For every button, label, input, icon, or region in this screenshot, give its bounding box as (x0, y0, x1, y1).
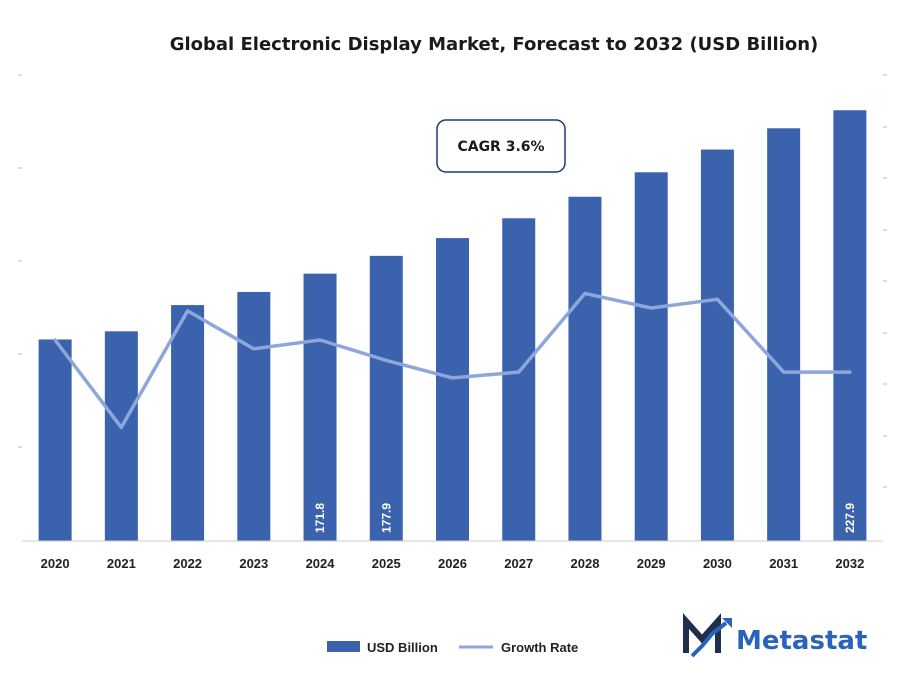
cagr-label: CAGR 3.6% (457, 139, 544, 155)
x-tick-2032: 2032 (835, 556, 864, 571)
x-tick-2027: 2027 (504, 556, 533, 571)
x-tick-2031: 2031 (769, 556, 798, 571)
bar-2026 (436, 238, 469, 541)
right-axis-ticks (883, 74, 887, 488)
growth-point-2025 (384, 358, 388, 362)
bar-2028 (568, 196, 602, 541)
metastat-logo: Metastat (683, 613, 867, 658)
x-tick-2030: 2030 (703, 556, 732, 571)
x-tick-2022: 2022 (173, 556, 202, 571)
data-label-2032: 227.9 (843, 503, 857, 533)
data-label-2024: 171.8 (313, 503, 327, 533)
bar-2022 (171, 305, 205, 541)
bar-series (38, 110, 867, 542)
growth-point-2022 (186, 309, 190, 313)
growth-point-2024 (318, 338, 322, 342)
x-tick-2021: 2021 (107, 556, 136, 571)
growth-point-2028 (583, 291, 587, 295)
growth-point-2029 (649, 306, 653, 310)
bar-2027 (502, 218, 536, 542)
growth-point-2021 (119, 425, 123, 429)
cagr-box (436, 119, 566, 173)
bar-2020 (38, 339, 72, 541)
growth-point-2030 (715, 297, 719, 301)
x-tick-2020: 2020 (41, 556, 70, 571)
x-tick-2024: 2024 (306, 556, 336, 571)
legend-label-usd-billion: USD Billion (367, 640, 438, 655)
legend-swatch-usd-billion (327, 641, 360, 652)
x-tick-2023: 2023 (239, 556, 268, 571)
growth-point-2032 (848, 370, 852, 374)
left-axis-ticks (18, 74, 22, 448)
bar-2021 (104, 331, 138, 541)
data-labels: 171.8 177.9 227.9 (313, 503, 857, 533)
bar-2032 (833, 110, 867, 542)
growth-line-series (53, 291, 852, 430)
bar-2025 (369, 255, 403, 541)
cagr-callout: CAGR 3.6% (436, 119, 566, 173)
growth-point-2020 (53, 338, 57, 342)
growth-point-2031 (782, 370, 786, 374)
bar-2024 (303, 273, 337, 541)
x-tick-2028: 2028 (571, 556, 600, 571)
metastat-m-icon (683, 613, 732, 658)
x-tick-2029: 2029 (637, 556, 666, 571)
bar-2031 (767, 128, 801, 541)
data-label-2025: 177.9 (379, 503, 393, 533)
bar-2030 (700, 149, 734, 541)
legend-label-growth-rate: Growth Rate (501, 640, 578, 655)
x-tick-labels: 2020 2021 2022 2023 2024 2025 2026 2027 2028 2029… (41, 556, 865, 571)
growth-point-2023 (252, 347, 256, 351)
growth-point-2027 (517, 370, 521, 374)
growth-point-2026 (451, 376, 454, 380)
x-tick-2025: 2025 (372, 556, 401, 571)
bar-2029 (634, 172, 668, 541)
legend: USD Billion Growth Rate (327, 640, 578, 655)
chart-title: Global Electronic Display Market, Foreca… (170, 34, 819, 55)
x-tick-2026: 2026 (438, 556, 467, 571)
brand-name: Metastat (736, 626, 867, 656)
bar-2023 (237, 291, 271, 541)
